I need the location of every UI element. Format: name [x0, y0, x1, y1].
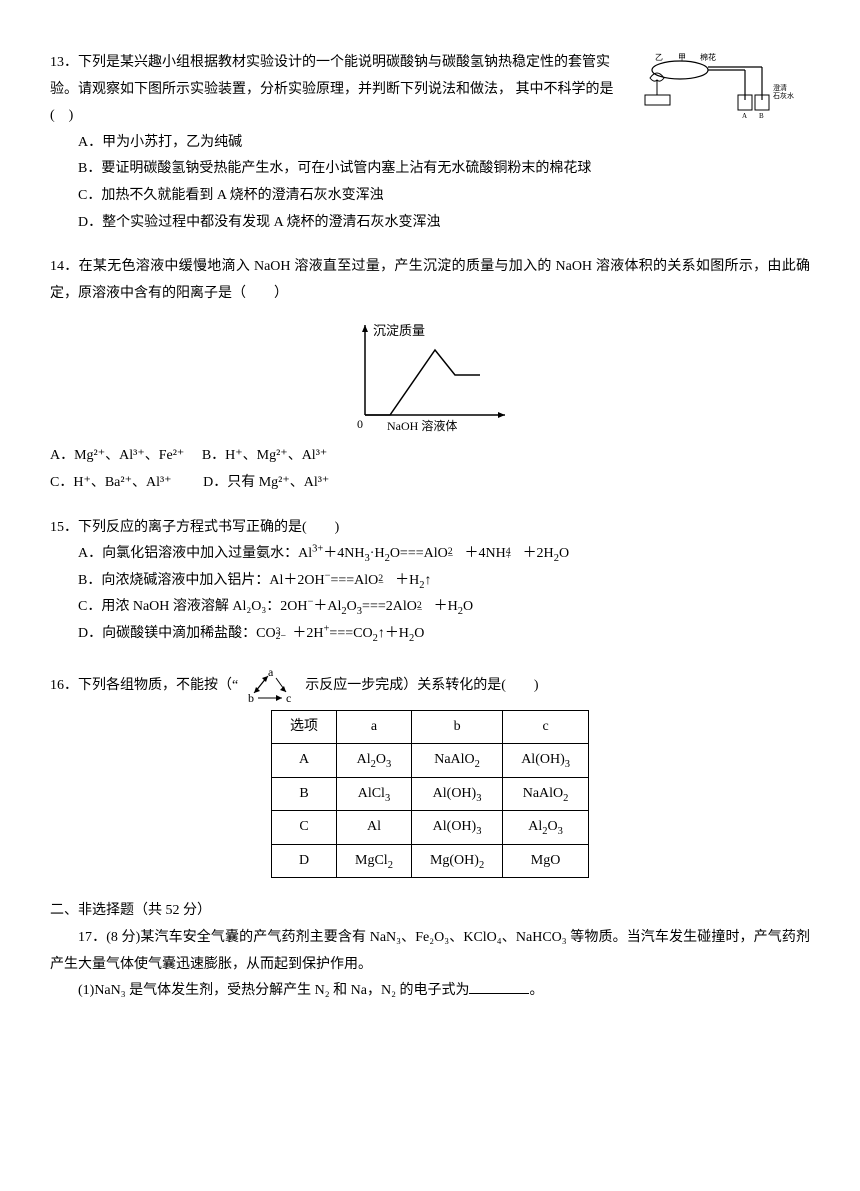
th-a: a: [337, 710, 412, 744]
q14-text: 14．在某无色溶液中缓慢地滴入 NaOH 溶液直至过量，产生沉淀的质量与加入的 …: [50, 254, 810, 307]
q15-options: A．向氯化铝溶液中加入过量氨水：Al3+＋4NH3·H2O===AlO−2＋4N…: [78, 541, 810, 647]
label-yi: 乙: [655, 53, 663, 62]
q14-opt-a: A．Mg²⁺、Al³⁺、Fe²⁺: [50, 448, 184, 463]
triangle-c: c: [286, 691, 291, 705]
table-row: B AlCl3 Al(OH)3 NaAlO2: [272, 777, 589, 811]
label-jia: 甲: [678, 53, 686, 62]
q14-graph: 沉淀质量 0 NaOH 溶液体: [345, 315, 515, 435]
q15-opt-b: B．向浓烧碱溶液中加入铝片：Al＋2OH−===AlO−2＋H2↑: [78, 568, 810, 595]
q14-opt-c: C．H⁺、Ba²⁺、Al³⁺: [50, 475, 172, 490]
th-option: 选项: [272, 710, 337, 744]
question-15: 15．下列反应的离子方程式书写正确的是( ) A．向氯化铝溶液中加入过量氨水：A…: [50, 515, 810, 648]
q14-options: A．Mg²⁺、Al³⁺、Fe²⁺ B．H⁺、Mg²⁺、Al³⁺ C．H⁺、Ba²…: [50, 443, 810, 496]
triangle-a: a: [268, 666, 274, 679]
label-cotton: 棉花: [700, 52, 716, 62]
q17-intro: 17．(8 分)某汽车安全气囊的产气药剂主要含有 NaN₃、Fe₂O₃、KClO…: [50, 925, 810, 978]
q16-triangle-diagram: a b c: [242, 666, 302, 706]
label-limewater1: 澄清: [773, 83, 787, 92]
q16-table: 选项 a b c A Al2O3 NaAlO2 Al(OH)3 B AlCl3 …: [271, 710, 589, 879]
table-row: C Al Al(OH)3 Al2O3: [272, 811, 589, 845]
apparatus-svg: 乙 甲 棉花 澄清 石灰水 A B: [630, 50, 810, 120]
question-13: 乙 甲 棉花 澄清 石灰水 A B 13．下列是某兴趣小组根据教材实验设计的一个…: [50, 50, 810, 236]
graph-xlabel: NaOH 溶液体: [387, 418, 457, 433]
th-b: b: [411, 710, 502, 744]
q13-opt-b: B．要证明碳酸氢钠受热能产生水，可在小试管内塞上沾有无水硫酸铜粉末的棉花球: [78, 156, 810, 183]
section-2-title: 二、非选择题（共 52 分）: [50, 898, 810, 925]
q15-opt-a: A．向氯化铝溶液中加入过量氨水：Al3+＋4NH3·H2O===AlO−2＋4N…: [78, 541, 810, 568]
graph-ylabel: 沉淀质量: [373, 323, 425, 338]
q15-opt-c: C．用浓 NaOH 溶液溶解 Al₂O₃：2OH−＋Al2O3===2AlO−2…: [78, 594, 810, 621]
q13-options: A．甲为小苏打，乙为纯碱 B．要证明碳酸氢钠受热能产生水，可在小试管内塞上沾有无…: [78, 130, 810, 236]
q13-opt-d: D．整个实验过程中都没有发现 A 烧杯的澄清石灰水变浑浊: [78, 210, 810, 237]
th-c: c: [503, 710, 589, 744]
label-limewater2: 石灰水: [773, 91, 794, 100]
table-row: A Al2O3 NaAlO2 Al(OH)3: [272, 744, 589, 778]
q13-opt-c: C．加热不久就能看到 A 烧杯的澄清石灰水变浑浊: [78, 183, 810, 210]
q14-graph-wrap: 沉淀质量 0 NaOH 溶液体: [50, 315, 810, 435]
q13-opt-a: A．甲为小苏打，乙为纯碱: [78, 130, 810, 157]
question-17: 17．(8 分)某汽车安全气囊的产气药剂主要含有 NaN₃、Fe₂O₃、KClO…: [50, 925, 810, 1005]
q14-opt-d: D．只有 Mg²⁺、Al³⁺: [203, 475, 329, 490]
q13-apparatus-figure: 乙 甲 棉花 澄清 石灰水 A B: [630, 50, 810, 131]
label-b: B: [759, 112, 764, 120]
q17-sub1: (1)NaN₃ 是气体发生剂，受热分解产生 N₂ 和 Na，N₂ 的电子式为。: [50, 978, 810, 1005]
blank-field[interactable]: [469, 979, 529, 994]
table-row: 选项 a b c: [272, 710, 589, 744]
q16-text: 16．下列各组物质，不能按（“ a b c 示反应一步完成）关系转化的是( ): [50, 666, 810, 706]
q15-opt-d: D．向碳酸镁中滴加稀盐酸：CO2−3＋2H+===CO2↑＋H2O: [78, 621, 810, 648]
graph-origin: 0: [357, 417, 363, 431]
triangle-b: b: [248, 691, 254, 705]
q15-text: 15．下列反应的离子方程式书写正确的是( ): [50, 515, 810, 542]
table-row: D MgCl2 Mg(OH)2 MgO: [272, 844, 589, 878]
question-14: 14．在某无色溶液中缓慢地滴入 NaOH 溶液直至过量，产生沉淀的质量与加入的 …: [50, 254, 810, 496]
question-16: 16．下列各组物质，不能按（“ a b c 示反应一步完成）关系转化的是( ) …: [50, 666, 810, 879]
q14-opt-b: B．H⁺、Mg²⁺、Al³⁺: [202, 448, 327, 463]
label-a: A: [742, 112, 747, 120]
